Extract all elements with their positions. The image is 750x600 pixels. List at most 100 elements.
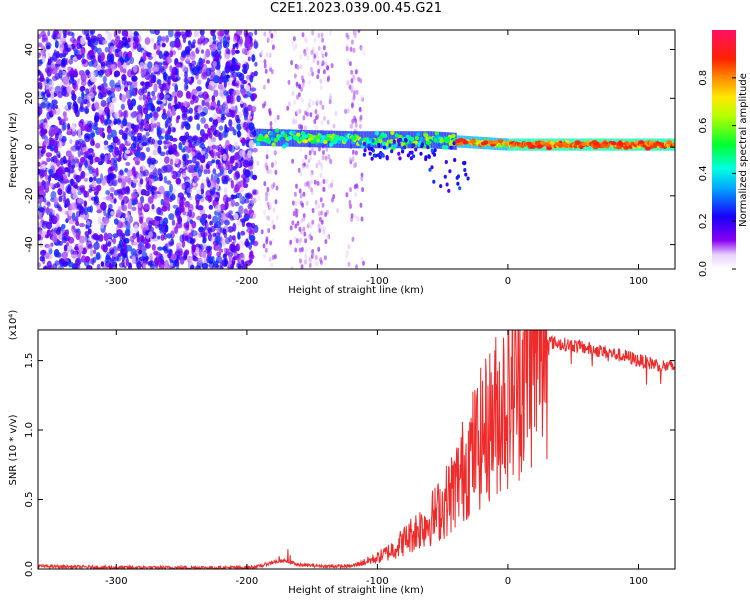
heatmap-cell — [205, 222, 209, 230]
heatmap-cell — [38, 233, 42, 241]
heatmap-cell — [58, 133, 63, 141]
heatmap-cell — [102, 244, 108, 253]
colorbar-tick-label: 0.4 — [698, 165, 709, 181]
heatmap-cell — [244, 260, 252, 266]
heatmap-cell — [302, 191, 306, 197]
heatmap-cell — [110, 264, 114, 269]
heatmap-cell — [42, 197, 47, 203]
heatmap-cell — [291, 220, 295, 226]
heatmap-cell — [354, 69, 358, 75]
heatmap-cell — [67, 261, 74, 268]
heatmap-cell — [183, 222, 190, 229]
heatmap-cell — [320, 32, 324, 38]
heatmap-cell — [109, 249, 115, 255]
heatmap-cell — [265, 154, 269, 160]
heatmap-cell — [99, 83, 105, 92]
heatmap-cell — [65, 218, 69, 224]
heatmap-cell — [346, 250, 349, 256]
heatmap-cell — [311, 251, 315, 257]
y-tick-label: 1.5 — [24, 353, 35, 369]
heatmap-cell — [165, 122, 172, 128]
heatmap-cell — [124, 30, 129, 38]
heatmap-cell — [228, 144, 233, 152]
heatmap-cell — [97, 54, 102, 63]
heatmap-cell — [136, 173, 143, 179]
heatmap-cell — [110, 129, 118, 139]
heatmap-cell — [638, 140, 645, 145]
heatmap-cell — [458, 186, 462, 191]
heatmap-cell — [85, 88, 90, 94]
heatmap-cell — [144, 81, 150, 87]
heatmap-cell — [345, 32, 349, 38]
heatmap-cell — [264, 68, 268, 74]
heatmap-cell — [207, 105, 213, 110]
heatmap-cell — [38, 181, 42, 187]
x-tick-label: -100 — [366, 276, 389, 287]
heatmap-cell — [42, 220, 49, 226]
heatmap-cell — [275, 215, 279, 221]
heatmap-cell — [84, 108, 90, 114]
heatmap-cell — [264, 247, 268, 253]
heatmap-cell — [63, 34, 67, 39]
heatmap-cell — [289, 225, 293, 231]
heatmap-cell — [265, 191, 268, 197]
heatmap-cell — [321, 202, 325, 208]
heatmap-cell — [42, 205, 47, 214]
heatmap-cell — [300, 218, 303, 224]
heatmap-cell — [215, 220, 222, 229]
heatmap-cell — [362, 141, 366, 146]
heatmap-cell — [59, 37, 67, 44]
heatmap-cell — [117, 79, 121, 86]
heatmap-cell — [334, 110, 338, 116]
heatmap-cell — [130, 111, 138, 118]
heatmap-cell — [314, 199, 318, 205]
heatmap-cell — [43, 265, 48, 269]
heatmap-cell — [141, 154, 146, 159]
heatmap-cell — [215, 182, 220, 190]
heatmap-cell — [95, 167, 99, 176]
heatmap-cell — [188, 141, 193, 148]
heatmap-cell — [420, 144, 424, 148]
heatmap-cell — [424, 157, 428, 162]
heatmap-cell — [316, 180, 320, 186]
heatmap-cell — [249, 40, 254, 48]
heatmap-cell — [265, 196, 268, 202]
heatmap-cell — [164, 265, 171, 269]
heatmap-cell — [140, 81, 146, 86]
heatmap-cell — [274, 169, 278, 175]
heatmap-cell — [526, 141, 532, 146]
heatmap-cell — [93, 186, 100, 195]
heatmap-cell — [236, 95, 241, 103]
y-tick-label: 0.0 — [24, 561, 35, 577]
heatmap-cell — [174, 226, 179, 234]
heatmap-cell — [231, 106, 236, 111]
heatmap-cell — [351, 236, 355, 242]
heatmap-cell — [323, 69, 326, 75]
heatmap-cell — [149, 122, 154, 132]
heatmap-cell — [536, 144, 543, 149]
heatmap-cell — [310, 187, 313, 193]
heatmap-cell — [336, 208, 339, 214]
heatmap-cell — [78, 205, 85, 214]
heatmap-cell — [234, 141, 239, 149]
heatmap-cell — [61, 251, 69, 259]
heatmap-cell — [672, 142, 675, 147]
heatmap-cell — [171, 219, 176, 226]
heatmap-cell — [214, 197, 220, 203]
heatmap-cell — [299, 64, 303, 70]
heatmap-cell — [178, 198, 184, 207]
heatmap-cell — [274, 128, 280, 133]
heatmap-cell — [268, 63, 272, 69]
heatmap-cell — [294, 73, 297, 79]
heatmap-cell — [306, 163, 309, 169]
heatmap-cell — [300, 86, 303, 92]
heatmap-cell — [71, 225, 76, 230]
heatmap-cell — [124, 80, 129, 90]
heatmap-cell — [142, 52, 147, 61]
heatmap-cell — [315, 51, 319, 57]
heatmap-cell — [95, 252, 101, 260]
heatmap-cell — [185, 147, 192, 154]
heatmap-cell — [287, 79, 291, 85]
heatmap-cell — [163, 249, 169, 254]
heatmap-cell — [297, 199, 301, 205]
